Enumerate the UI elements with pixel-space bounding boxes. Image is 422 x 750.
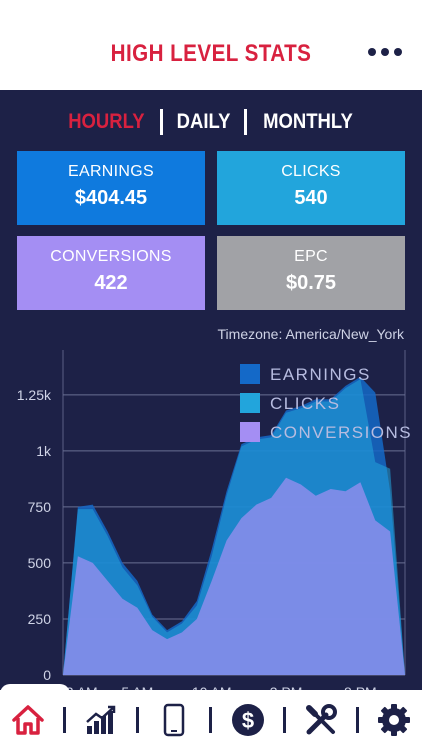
conversions-value: 422 [94,272,128,294]
earnings-value: $404.45 [74,187,148,209]
home-tab-highlight [0,684,70,750]
area-conversions [63,477,405,675]
more-dots-icon[interactable] [368,44,402,60]
tab-monthly[interactable]: MONTHLY [263,110,353,133]
tab-divider [159,109,163,135]
timezone-label: Timezone: America/New_York [217,326,404,342]
conversions-label: CONVERSIONS [50,248,172,265]
tabbar-divider [62,707,66,733]
tab-hourly[interactable]: HOURLY [68,110,145,133]
legend-swatch [240,422,260,442]
legend-label: EARNINGS [270,365,371,384]
clicks-label: CLICKS [281,163,341,180]
epc-value: $0.75 [285,272,337,294]
y-tick-label: 250 [28,611,52,627]
tools-icon[interactable] [301,700,341,740]
y-tick-label: 0 [43,667,51,683]
y-tick-label: 1k [36,443,52,459]
legend-label: CLICKS [270,394,340,413]
tab-divider [243,109,247,135]
legend-label: CONVERSIONS [270,423,412,442]
bottom-tab-bar: $ [0,684,422,750]
earnings-card[interactable]: EARNINGS $404.45 [17,151,205,225]
clicks-card[interactable]: CLICKS 540 [217,151,405,225]
phone-icon[interactable] [154,700,194,740]
clicks-value: 540 [294,187,328,209]
gear-icon[interactable] [374,700,414,740]
chart-icon[interactable] [81,700,121,740]
y-tick-label: 750 [28,499,52,515]
page-title: HIGH LEVEL STATS [110,40,312,67]
svg-text:$: $ [241,708,253,733]
legend-swatch [240,364,260,384]
tabbar-divider [136,707,140,733]
tab-daily[interactable]: DAILY [176,110,231,133]
y-tick-label: 500 [28,555,52,571]
tabbar-divider [282,707,286,733]
header-bar: HIGH LEVEL STATS [0,0,422,90]
y-tick-label: 1.25k [17,387,52,403]
epc-label: EPC [294,248,328,265]
tabbar-divider [209,707,213,733]
earnings-label: EARNINGS [68,163,154,180]
home-icon[interactable] [8,700,48,740]
dollar-icon[interactable]: $ [228,700,268,740]
tabbar-divider [356,707,360,733]
legend-swatch [240,393,260,413]
epc-card[interactable]: EPC $0.75 [217,236,405,310]
conversions-card[interactable]: CONVERSIONS 422 [17,236,205,310]
period-tabs: HOURLY DAILY MONTHLY [0,104,422,140]
